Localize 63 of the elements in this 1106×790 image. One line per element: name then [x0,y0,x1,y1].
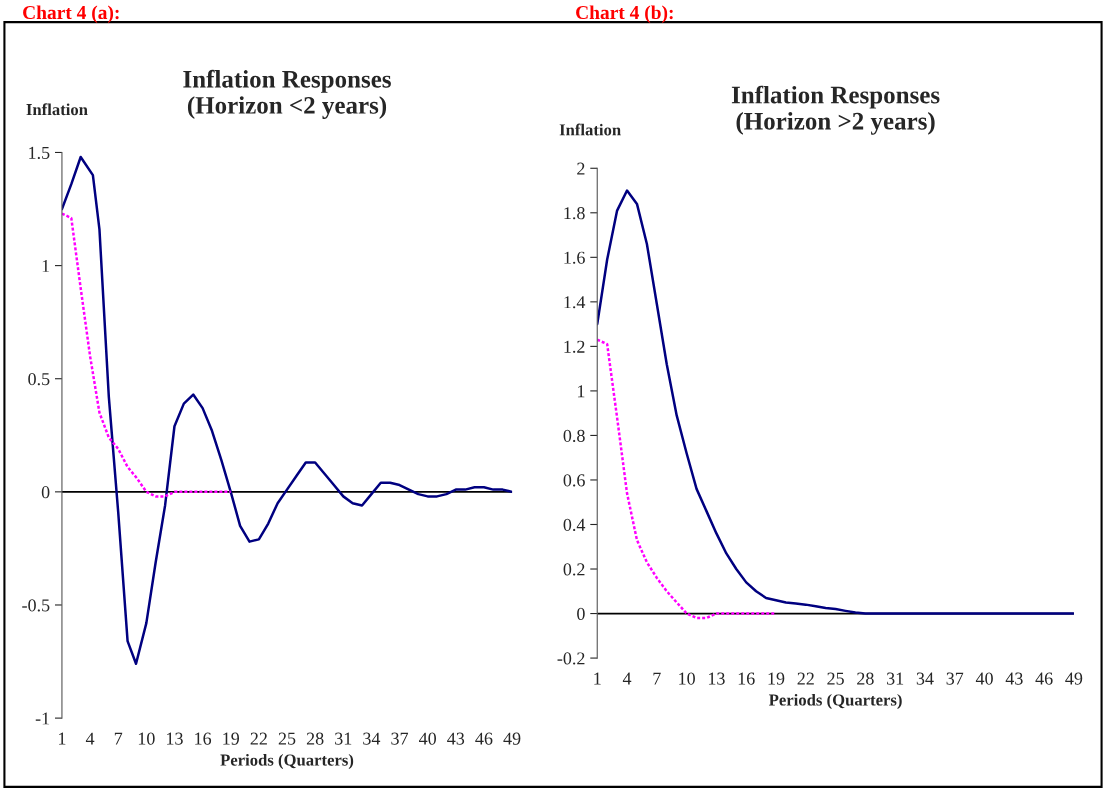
y-tick-label: 0.2 [563,563,585,576]
x-tick-label: 43 [447,732,465,745]
x-tick-label: 43 [1005,672,1023,685]
caption: Chart 4 (b): [576,5,673,24]
x-tick-label: 28 [306,732,324,745]
x-tick-label: 31 [335,732,352,745]
y-axis-title: Inflation [26,103,88,116]
y-tick-label: 0.4 [563,518,586,532]
x-tick-label: 46 [1035,672,1053,685]
x-tick-label: 4 [85,732,95,745]
y-tick-label: 0.8 [563,429,585,442]
x-tick-label: 16 [195,732,212,745]
x-tick-label: 25 [827,672,844,685]
x-tick-label: 37 [946,672,964,685]
y-tick-label: -1 [35,712,50,725]
x-tick-label: 49 [1065,672,1083,685]
x-tick-label: 10 [679,672,695,685]
x-tick-label: 22 [250,732,267,745]
x-axis-title: Periods (Quarters) [768,693,902,709]
x-tick-label: 19 [223,732,240,745]
x-tick-label: 49 [503,732,521,745]
line-series [61,155,513,666]
y-tick-label: 2 [577,162,585,175]
x-tick-label: 28 [857,672,874,685]
x-tick-label: 7 [114,732,123,745]
x-tick-label: 13 [708,672,725,685]
x-tick-label: 7 [653,672,661,685]
y-tick-label: 1.8 [564,207,585,220]
y-tick-label: 1.6 [564,251,585,264]
x-tick-label: 34 [916,672,934,685]
y-tick-label: 1.4 [564,296,586,309]
x-tick-label: 25 [278,732,296,745]
x-tick-label: 34 [363,732,381,745]
y-tick-label: -0.2 [557,652,585,665]
y-axis-title: Inflation [559,123,621,136]
x-tick-label: 40 [975,672,993,685]
y-tick-label: 0 [41,486,50,499]
x-tick-label: 16 [738,672,755,685]
x-tick-label: 1 [594,672,601,685]
x-tick-label: 46 [475,732,493,745]
y-tick-label: 0 [577,607,585,620]
chart-title: Inflation Responses (Horizon <2 years) [183,69,391,119]
x-tick-label: 10 [138,732,155,745]
y-tick-label: 1.2 [564,340,585,353]
x-tick-label: 31 [887,672,904,685]
x-axis-title: Periods (Quarters) [220,753,354,770]
y-tick-label: 1.5 [29,146,50,159]
x-tick-label: 19 [768,672,785,685]
x-tick-label: 4 [622,672,632,685]
x-tick-label: 1 [59,732,66,745]
x-tick-label: 13 [167,732,183,745]
x-tick-label: 22 [797,672,814,685]
caption: Chart 4 (a): [23,5,119,24]
y-tick-label: 0.5 [28,372,50,386]
line-series [61,212,232,498]
line-series [597,189,1074,615]
x-tick-label: 40 [419,732,437,745]
y-tick-label: 1 [577,385,585,398]
y-tick-label: 0.6 [563,474,585,487]
y-tick-label: -0.5 [22,599,50,612]
x-tick-label: 37 [391,732,409,745]
y-tick-label: 1 [42,259,50,272]
chart-title: Inflation Responses (Horizon >2 years) [731,85,940,135]
